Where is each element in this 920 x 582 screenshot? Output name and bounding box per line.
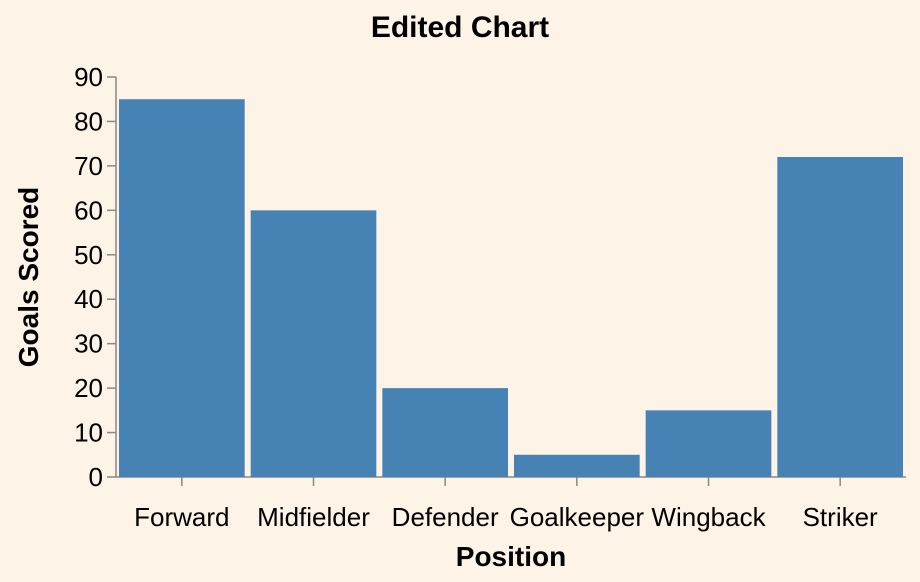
y-tick-label: 60 (74, 195, 103, 225)
y-tick-label: 90 (74, 62, 103, 92)
y-tick-label: 10 (74, 418, 103, 448)
bar-striker (777, 157, 903, 477)
bar-midfielder (250, 210, 377, 478)
x-tick-label-defender: Defender (392, 502, 499, 532)
y-axis-title: Goals Scored (13, 187, 44, 368)
x-tick-label-striker: Striker (803, 502, 878, 532)
x-axis: Forward Midfielder Defender Goalkeeper Wingb… (116, 476, 906, 532)
bar-defender (382, 388, 508, 477)
y-tick-label: 30 (74, 329, 103, 359)
x-tick-label-midfielder: Midfielder (257, 502, 370, 532)
bar-forward (119, 99, 245, 477)
chart-title: Edited Chart (371, 11, 549, 44)
x-tick-label-forward: Forward (134, 502, 229, 532)
y-tick-label: 20 (74, 373, 103, 403)
bar-wingback (645, 410, 772, 477)
y-tick-label: 40 (74, 284, 103, 314)
y-axis: 0 10 20 30 40 50 60 70 80 90 (74, 62, 117, 492)
y-tick-label: 70 (74, 151, 103, 181)
x-tick-label-goalkeeper: Goalkeeper (510, 502, 645, 532)
bars-group (119, 99, 903, 478)
y-tick-label: 0 (89, 462, 103, 492)
x-tick-label-wingback: Wingback (651, 502, 766, 532)
y-tick-label: 80 (74, 106, 103, 136)
bar-goalkeeper (514, 454, 640, 477)
y-tick-label: 50 (74, 240, 103, 270)
x-axis-title: Position (456, 541, 566, 572)
